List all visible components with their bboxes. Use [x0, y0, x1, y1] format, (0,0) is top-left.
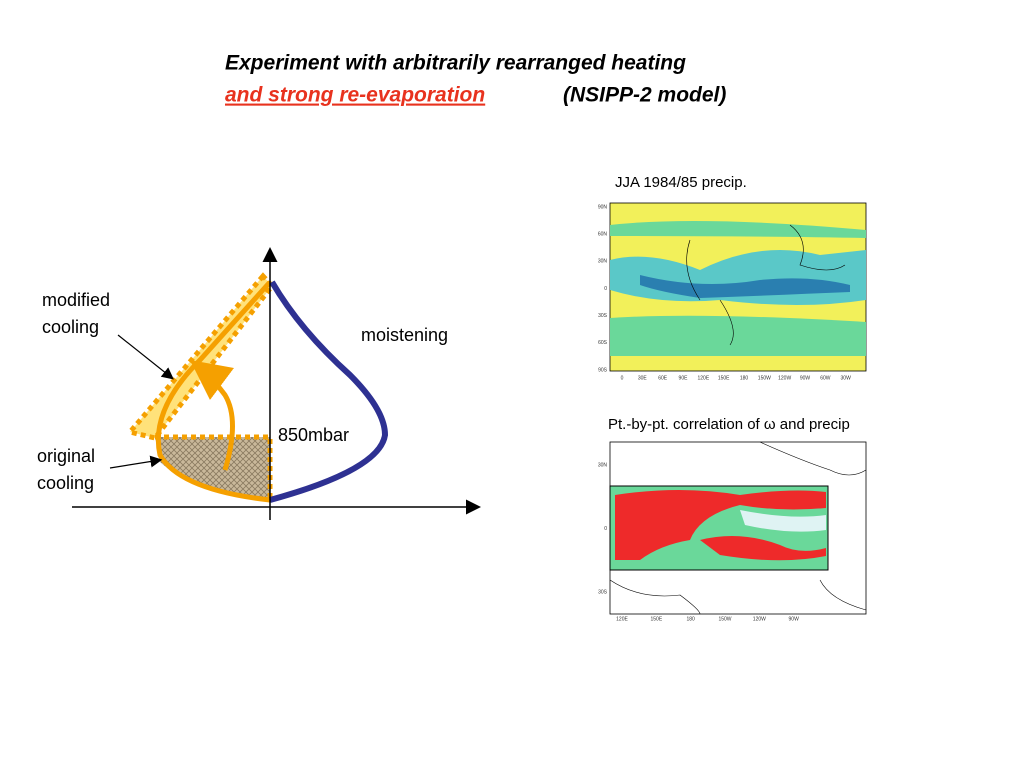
lat-label: 60N — [598, 231, 608, 237]
lon-label: 120W — [778, 375, 791, 381]
lon-label: 150E — [718, 375, 730, 381]
lat-label: 0 — [604, 286, 607, 292]
lon-label: 150E — [650, 616, 662, 622]
original-cooling-area — [155, 437, 270, 500]
lat-label: 0 — [604, 526, 607, 532]
lon-label: 60E — [658, 375, 668, 381]
diagram: modified cooling moistening 850mbar orig… — [37, 247, 481, 520]
map-correlation — [609, 441, 867, 615]
moistening-curve — [269, 280, 389, 503]
label: original — [37, 446, 95, 466]
lat-label: 30S — [598, 589, 608, 595]
shift-arrow — [190, 359, 235, 471]
lat-label: 30N — [598, 259, 608, 265]
lat-label: 90S — [598, 367, 608, 373]
lon-label: 90E — [679, 375, 689, 381]
lat-label: 90N — [598, 204, 608, 210]
lon-label: 30E — [638, 375, 648, 381]
lon-label: 60W — [820, 375, 831, 381]
label: cooling — [37, 473, 94, 493]
label: modified — [42, 290, 110, 310]
lat-label: 30S — [598, 313, 608, 319]
map-caption: Pt.-by-pt. correlation of ω and precip — [608, 416, 850, 433]
lon-label: 30W — [841, 375, 852, 381]
lon-label: 0 — [621, 375, 624, 381]
label: cooling — [42, 317, 99, 337]
label: moistening — [361, 325, 448, 345]
title-line1: Experiment with arbitrarily rearranged h… — [225, 52, 686, 75]
lat-label: 60S — [598, 340, 608, 346]
lon-label: 150W — [758, 375, 771, 381]
title-highlight: and strong re-evaporation — [225, 84, 485, 107]
pointer — [117, 334, 174, 380]
lat-label: 30N — [598, 462, 608, 468]
lon-label: 90W — [789, 616, 800, 622]
pointer — [109, 455, 163, 469]
lon-label: 90W — [800, 375, 811, 381]
lon-label: 120E — [616, 616, 628, 622]
map-precip — [609, 202, 867, 372]
lon-label: 180 — [740, 375, 749, 381]
title-rest: (NSIPP-2 model) — [563, 84, 726, 107]
map-caption: JJA 1984/85 precip. — [615, 174, 747, 191]
lon-label: 180 — [686, 616, 695, 622]
label: 850mbar — [278, 425, 349, 445]
lon-label: 150W — [718, 616, 731, 622]
lon-label: 120W — [753, 616, 766, 622]
lon-label: 120E — [697, 375, 709, 381]
cooling-curve — [155, 280, 272, 503]
